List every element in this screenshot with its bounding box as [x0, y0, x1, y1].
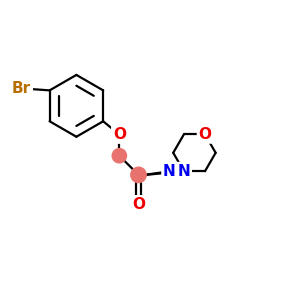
Text: Br: Br — [12, 81, 31, 96]
Text: O: O — [132, 197, 145, 212]
Text: O: O — [113, 127, 126, 142]
Text: O: O — [199, 127, 212, 142]
Text: N: N — [163, 164, 176, 179]
Circle shape — [112, 148, 127, 163]
Circle shape — [131, 167, 146, 183]
Text: N: N — [178, 164, 190, 179]
